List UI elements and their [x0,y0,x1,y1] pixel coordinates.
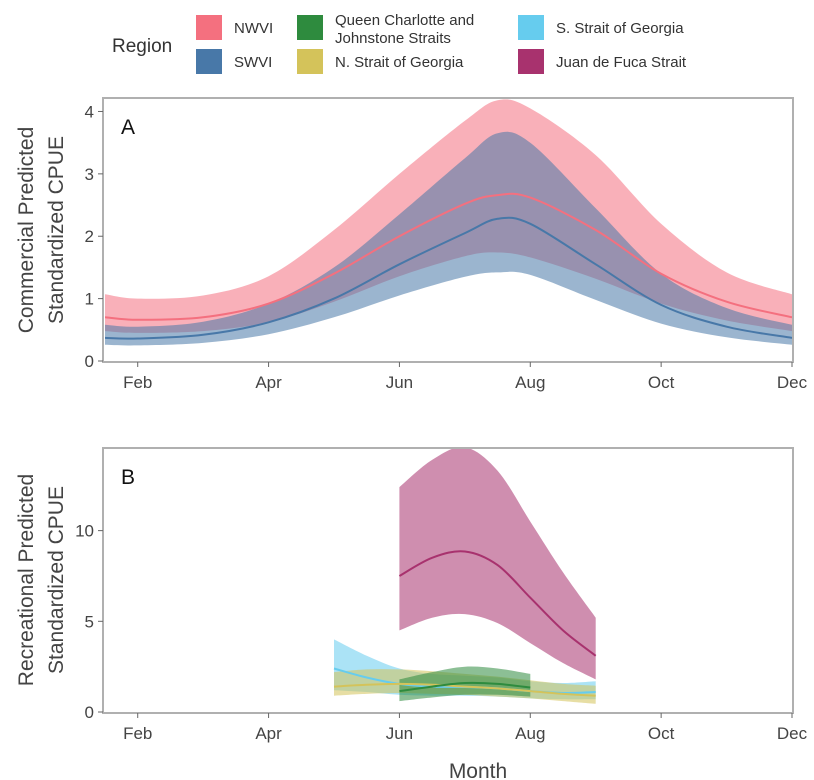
line-nsog [333,682,596,697]
band-swvi [105,131,792,346]
y-tick-label: 5 [85,612,94,631]
legend-label-nsog: N. Strait of Georgia [335,54,464,71]
x-tick-label: Oct [648,373,675,392]
y-axis-title-a: Standardized CPUE [45,136,68,324]
band-jdf [399,449,596,680]
panel-a-label: A [121,116,135,139]
y-tick-label: 3 [85,165,94,184]
legend-label-nwvi: NWVI [234,20,273,37]
y-tick-label: 10 [75,522,94,541]
legend-label-qcjs: Johnstone Straits [335,30,451,47]
x-tick-label: Feb [123,724,152,743]
legend-label-qcjs: Queen Charlotte and [335,12,474,29]
y-axis-title-b: Standardized CPUE [45,486,68,674]
x-tick-label: Aug [515,373,545,392]
legend-swatch-ssog [518,15,544,40]
x-tick-label: Jun [386,724,413,743]
panel-a-frame [102,97,794,363]
x-tick-label: Oct [648,724,675,743]
legend-swatch-nwvi [196,15,222,40]
legend-swatch-qcjs [297,15,323,40]
panel-b-label: B [121,466,135,489]
line-jdf [398,550,597,657]
y-tick-label: 0 [85,352,94,371]
legend: Region NWVI SWVI Queen Charlotte andJohnst… [112,12,687,74]
y-tick-label: 0 [85,703,94,722]
legend-swatch-nsog [297,49,323,74]
x-tick-label: Dec [777,724,808,743]
line-nwvi [105,192,792,321]
plot-area-a [105,99,792,346]
legend-label-jdf: Juan de Fuca Strait [556,54,687,71]
y-tick-label: 4 [85,102,94,121]
panel-b: B Feb Apr Jun Aug Oct Dec 0 5 10 Recreational Pre… [15,447,808,743]
legend-swatch-swvi [196,49,222,74]
x-tick-label: Apr [255,373,282,392]
x-tick-label: Aug [515,724,545,743]
plot-area-b [333,449,597,704]
y-tick-label: 1 [85,290,94,309]
x-tick-label: Apr [255,724,282,743]
line-swvi [105,216,792,340]
x-tick-label: Dec [777,373,808,392]
line-qcjs [399,681,531,693]
y-tick-label: 2 [85,227,94,246]
y-axis-title-a: Commercial Predicted [15,127,38,334]
x-tick-label: Feb [123,373,152,392]
y-axis-title-b: Recreational Predicted [15,474,38,686]
legend-label-ssog: S. Strait of Georgia [556,20,684,37]
panel-b-frame [102,447,794,714]
x-axis-title: Month [449,760,507,780]
legend-title: Region [112,36,172,57]
panel-a: A Feb Apr Jun Aug Oct Dec 0 1 2 3 4 Commercial Pred… [15,97,808,392]
legend-label-swvi: SWVI [234,54,272,71]
x-tick-label: Jun [386,373,413,392]
legend-swatch-jdf [518,49,544,74]
